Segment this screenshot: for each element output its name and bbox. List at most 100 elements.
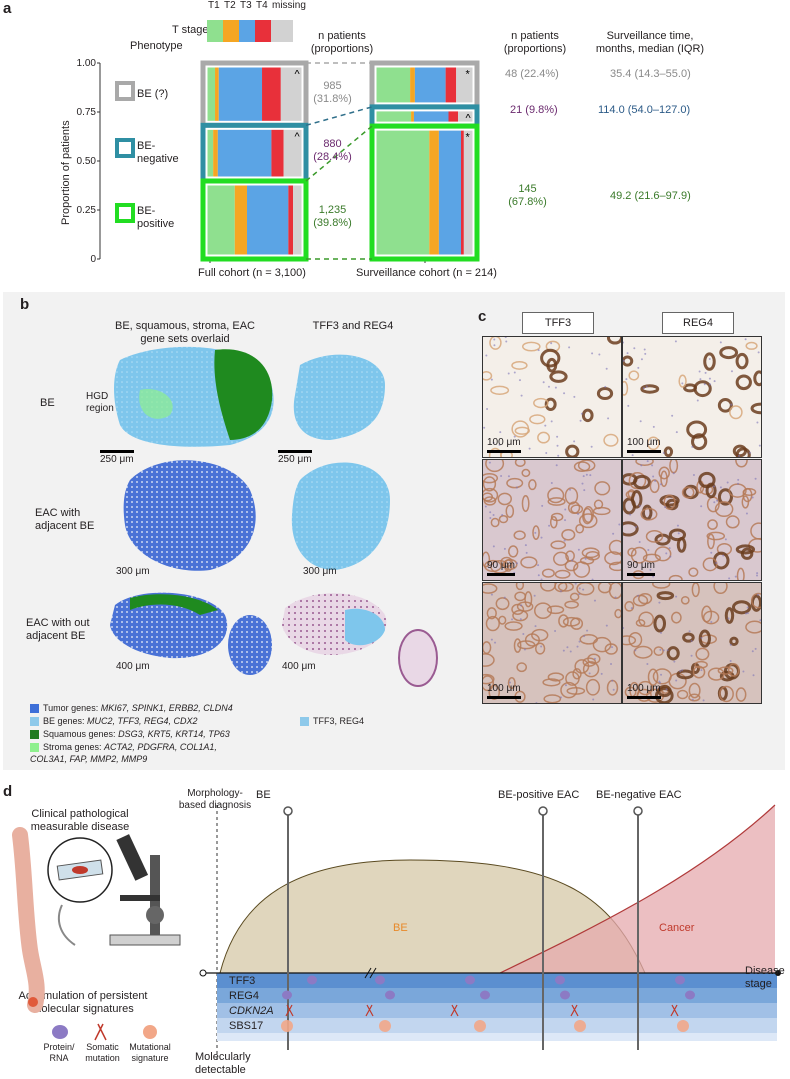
t-stage-item-label: T1 <box>208 0 220 11</box>
pin-label-be-positive-eac: BE-positive EAC <box>498 789 580 801</box>
track-label-reg4: REG4 <box>229 990 259 1002</box>
y-tick: 1.00 <box>76 58 96 69</box>
pin-head <box>283 806 293 816</box>
scale-bar-b3: 300 μm <box>116 566 150 577</box>
t-stage-segment <box>207 185 235 255</box>
phenotype-be-unknown: BE (?) <box>137 88 169 100</box>
t-stage-segment <box>414 67 446 103</box>
phenotype-swatch <box>115 203 135 223</box>
cancer-curve <box>499 804 776 974</box>
protein-marker <box>480 990 490 1000</box>
protein-icon <box>52 1025 68 1039</box>
t-stage-segment <box>293 185 302 255</box>
axis-break <box>369 967 377 979</box>
ihc-image: 100 μm <box>622 582 762 704</box>
surveillance-time-header: Surveillance time, months, median (IQR) <box>595 30 705 55</box>
signature-marker <box>574 1020 586 1032</box>
t-stage-segment <box>411 111 414 122</box>
surv-time-be-unknown: 35.4 (14.3–55.0) <box>610 68 691 80</box>
esophagus-illustration <box>12 827 45 1013</box>
axis-end <box>775 970 781 976</box>
scale-bar-b1: 250 μm <box>100 450 134 466</box>
panel-c-letter: c <box>478 308 487 325</box>
y-tick: 0.25 <box>76 205 96 216</box>
ihc-image: 100 μm <box>622 336 762 458</box>
t-stage-segment <box>283 129 302 177</box>
t-stage-segment <box>445 67 457 103</box>
protein-marker <box>675 975 685 985</box>
t-stage-segment <box>376 111 412 122</box>
legend-stroma-genes-cont: COL3A1, FAP, MMP2, MMP9 <box>30 754 148 764</box>
protein-marker <box>375 975 385 985</box>
tissue-small-he <box>398 629 438 687</box>
phenotype-be-negative: BE- negative <box>137 140 179 165</box>
full-count-be-positive: 1,235 (39.8%) <box>313 204 352 229</box>
scale-bar-b5: 400 μm <box>116 661 150 672</box>
surv-count-be-negative: 21 (9.8%) <box>510 104 558 116</box>
molecular-markers <box>281 975 695 1032</box>
tissue-be-stroma <box>139 389 173 419</box>
disease-stage-label: Disease stage <box>745 965 785 990</box>
surveillance-cohort-label: Surveillance cohort (n = 214) <box>356 267 497 279</box>
scale-bar-b6: 400 μm <box>282 661 316 672</box>
protein-marker <box>685 990 695 1000</box>
panel-b-col2-title: TFF3 and REG4 <box>312 320 394 332</box>
ihc-texture <box>623 338 761 457</box>
legend-swatch <box>30 704 39 714</box>
ihc-image: 100 μm <box>482 582 622 704</box>
panel-b-tissues <box>110 346 390 675</box>
bar-marker: ^ <box>466 112 472 124</box>
ihc-texture <box>483 583 621 703</box>
track-fade <box>217 1033 777 1041</box>
bar-marker: * <box>466 132 471 144</box>
t-stage-segment <box>262 67 281 121</box>
ihc-texture <box>483 337 621 457</box>
icon-label-somatic: Somatic mutation <box>85 1042 120 1063</box>
ihc-texture <box>623 583 761 703</box>
legend-swatch <box>30 717 39 727</box>
tissue-eac-adj-tff3 <box>291 462 390 570</box>
signature-marker <box>474 1020 486 1032</box>
panel-a-letter: a <box>3 0 12 17</box>
t-stage-legend: T1 T2 T3 T4 missing <box>207 0 306 48</box>
tissue-eac-adj-geneset <box>123 460 256 571</box>
t-stage-segment <box>271 129 284 177</box>
panel-b-letter: b <box>20 296 30 313</box>
t-stage-segment <box>207 67 216 121</box>
ihc-head-reg4: REG4 <box>662 312 734 334</box>
icon-label-protein: Protein/ RNA <box>43 1042 75 1063</box>
surv-count-be-unknown: 48 (22.4%) <box>505 68 559 80</box>
tissue-eac-noadj-small <box>228 615 272 675</box>
phenotype-swatch <box>115 81 135 101</box>
pin-label-be-negative-eac: BE-negative EAC <box>596 789 682 801</box>
be-area-label: BE <box>393 922 408 934</box>
axis-start <box>199 969 207 977</box>
protein-marker <box>385 990 395 1000</box>
t-stage-segment <box>376 130 430 255</box>
t-stage-segment <box>456 67 473 103</box>
signature-icon <box>143 1025 157 1039</box>
track-label-sbs17: SBS17 <box>229 1020 264 1032</box>
cohort-connector <box>305 106 373 127</box>
mutation-icon <box>94 1023 107 1041</box>
tissue-eac-noadj-tff3 <box>345 608 385 646</box>
n-patients-header-surv: n patients (proportions) <box>503 30 567 55</box>
legend-be-genes: BE genes: MUC2, TFF3, REG4, CDX2 <box>30 716 198 727</box>
track-sbs17 <box>217 1018 777 1033</box>
legend-swatch <box>30 730 39 740</box>
t-stage-item-label: T3 <box>240 0 252 11</box>
t-stage-segment <box>448 111 459 122</box>
scale-bar-b4: 300 μm <box>303 566 337 577</box>
protein-marker <box>555 975 565 985</box>
t-stage-segment <box>218 67 263 121</box>
t-stage-swatch <box>239 20 255 42</box>
t-stage-item-label: missing <box>272 0 306 11</box>
t-stage-segment <box>438 130 461 255</box>
signature-marker <box>677 1020 689 1032</box>
mutation-marker <box>450 1004 459 1017</box>
y-tick: 0.50 <box>76 156 96 167</box>
track-label-cdkn2a: CDKN2A <box>229 1005 274 1017</box>
phenotype-be-positive: BE- positive <box>137 205 175 230</box>
signature-marker <box>281 1020 293 1032</box>
axis-break <box>364 967 372 979</box>
